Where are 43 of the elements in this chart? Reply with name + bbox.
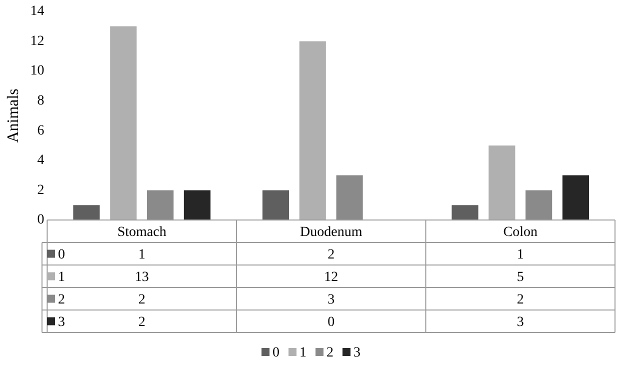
bar — [562, 175, 590, 220]
text: 2 — [138, 292, 146, 308]
bar — [299, 41, 326, 220]
y-tick-label: 2 — [37, 182, 44, 198]
y-tick-label: 10 — [30, 64, 44, 79]
bar — [526, 190, 552, 220]
text: 0 — [272, 346, 280, 361]
bar — [452, 205, 478, 220]
y-tick-label: 14 — [30, 4, 44, 20]
data-label: 12 — [324, 270, 338, 285]
legend-label: 3 — [354, 346, 360, 361]
bar — [73, 205, 100, 220]
data-label: 1 — [516, 247, 524, 262]
data-label: 2 — [138, 314, 146, 330]
y-tick-label: 12 — [30, 34, 44, 49]
bar — [147, 190, 174, 220]
y-tick-label: 4 — [37, 153, 44, 168]
data-label: 0 — [328, 314, 335, 330]
data-label: 2 — [328, 247, 335, 262]
bar — [110, 26, 137, 220]
legend-label: 2 — [326, 346, 334, 361]
x-tick-label: Duodenum — [300, 224, 362, 240]
legend-label: 1 — [58, 270, 65, 285]
bar — [184, 190, 210, 220]
y-tick-label: 0 — [37, 212, 44, 228]
x-tick-label: Stomach — [117, 224, 166, 240]
bar — [336, 175, 363, 220]
data-label: 2 — [58, 292, 65, 308]
legend-label: 0 — [58, 247, 65, 262]
x-tick-label: Colon — [503, 224, 538, 240]
data-label: 3 — [328, 292, 335, 308]
text: 1 — [300, 346, 306, 361]
data-label: 1 — [138, 247, 146, 262]
data-label: 5 — [516, 270, 524, 285]
y-tick-label: 8 — [37, 93, 44, 108]
data-label: 2 — [516, 292, 524, 308]
text: 3 — [58, 314, 65, 330]
y-tick-label: 6 — [37, 123, 44, 138]
bar — [262, 190, 290, 220]
data-label: 3 — [516, 314, 524, 330]
bar — [488, 146, 516, 220]
data-label: 13 — [134, 270, 149, 285]
y-axis-title: Animals — [4, 88, 22, 143]
